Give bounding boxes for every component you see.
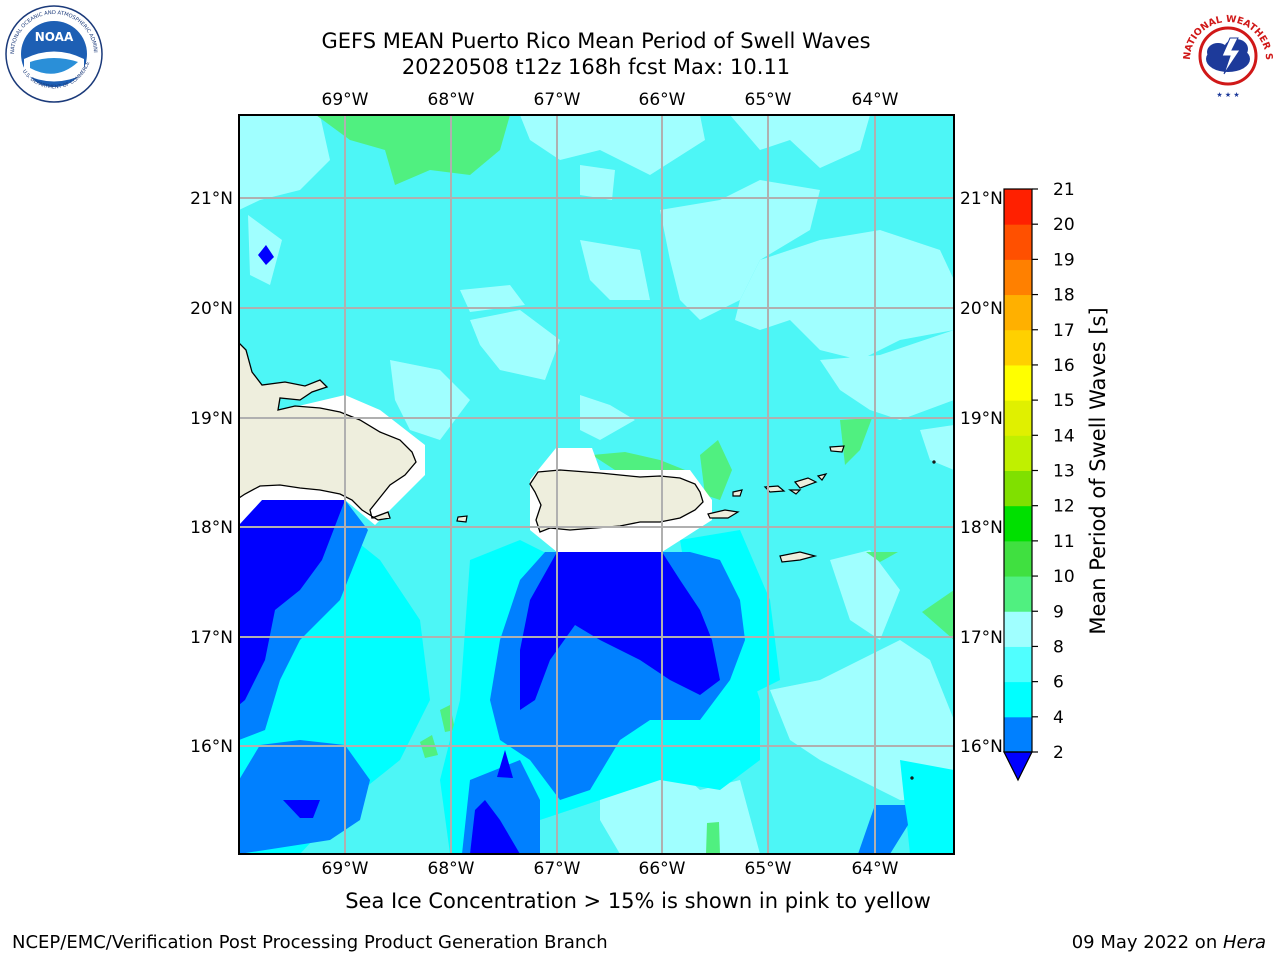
colorbar-tick-label: 14 [1053,426,1075,446]
colorbar-segment [1004,681,1032,718]
lon-label: 64°W [852,90,899,110]
colorbar: 2 4 6 8 9 10 11 12 13 14 15 16 17 18 19 20 21 [1003,180,1075,782]
colorbar-tick-label: 2 [1053,743,1064,763]
lat-label: 19°N [960,409,1003,429]
lat-label: 20°N [960,299,1003,319]
colorbar-segment [1004,716,1032,753]
colorbar-segment [1004,540,1032,577]
colorbar-tick-label: 13 [1053,462,1075,482]
colorbar-tick-label: 19 [1053,250,1075,270]
lat-label: 17°N [960,628,1003,648]
lat-label: 17°N [190,628,233,648]
colorbar-extend-min [1003,751,1033,782]
lat-label: 18°N [960,518,1003,538]
noaa-logo-text: NOAA [35,30,74,44]
noaa-logo: NOAA NATIONAL OCEANIC AND ATMOSPHERIC AD… [4,4,103,103]
land-puerto-rico [529,469,704,533]
lon-label: 65°W [745,859,792,879]
sea-ice-note: Sea Ice Concentration > 15% is shown in … [345,889,931,913]
colorbar-segment [1004,400,1032,436]
colorbar-segment [1004,505,1032,542]
colorbar-tick-label: 18 [1053,286,1075,306]
colorbar-segment [1004,189,1032,225]
colorbar-segment [1004,435,1032,471]
colorbar-segment [1004,646,1032,683]
colorbar-segment [1004,611,1032,647]
lon-label: 64°W [852,859,899,879]
lat-labels-right: 21°N 20°N 19°N 18°N 17°N 16°N [960,189,1003,757]
colorbar-tick-label: 17 [1053,321,1075,341]
colorbar-tick-label: 4 [1053,708,1064,728]
lat-label: 16°N [960,737,1003,757]
footer-credit: NCEP/EMC/Verification Post Processing Pr… [12,932,608,953]
footer-machine: Hera [1222,932,1266,953]
colorbar-tick-label: 9 [1053,602,1064,622]
map-frame [238,114,955,855]
lon-label: 66°W [639,90,686,110]
lat-label: 16°N [190,737,233,757]
lon-label: 67°W [534,859,581,879]
lon-label: 68°W [428,90,475,110]
chart-subtitle: 20220508 t12z 168h fcst Max: 10.11 [401,55,791,79]
contour-8-9 [239,115,954,854]
graticule [239,115,954,854]
colorbar-segment [1004,294,1032,331]
contour-2-4 [239,245,720,854]
lon-label: 69°W [322,90,369,110]
colorbar-label: Mean Period of Swell Waves [s] [1086,307,1110,634]
lon-label: 67°W [534,90,581,110]
colorbar-tick-label: 11 [1053,532,1075,552]
lon-labels-top: 69°W 68°W 67°W 66°W 65°W 64°W [322,90,899,110]
lat-label: 21°N [960,189,1003,209]
colorbar-tick-label: 10 [1053,567,1075,587]
lon-label: 66°W [639,859,686,879]
colorbar-segment [1004,259,1032,296]
colorbar-segment [1004,576,1032,612]
lon-label: 69°W [322,859,369,879]
lat-labels-left: 21°N 20°N 19°N 18°N 17°N 16°N [190,189,233,757]
colorbar-tick-label: 12 [1053,497,1075,517]
lat-label: 21°N [190,189,233,209]
colorbar-tick-label: 15 [1053,391,1075,411]
footer-date-text: 09 May 2022 on [1071,932,1223,953]
lon-labels-bottom: 69°W 68°W 67°W 66°W 65°W 64°W [322,859,899,879]
land-hispaniola [239,342,417,521]
colorbar-segment [1004,364,1032,401]
colorbar-tick-label: 8 [1053,637,1064,657]
colorbar-tick-label: 20 [1053,215,1075,235]
colorbar-tick-label: 21 [1053,180,1075,200]
lat-label: 18°N [190,518,233,538]
colorbar-segment [1004,470,1032,507]
map-area [239,115,954,854]
svg-text:★ ★ ★: ★ ★ ★ [1216,91,1239,99]
colorbar-tick-label: 16 [1053,356,1075,376]
colorbar-segment [1004,329,1032,366]
nws-logo: NATIONAL WEATHER SERVICE ★ ★ ★ [1178,4,1274,100]
colorbar-tick-label: 6 [1053,673,1064,693]
lat-label: 20°N [190,299,233,319]
chart-title: GEFS MEAN Puerto Rico Mean Period of Swe… [321,29,871,53]
small-islands [456,445,936,780]
lon-label: 65°W [745,90,792,110]
lon-label: 68°W [428,859,475,879]
colorbar-segment [1004,224,1032,260]
footer-date: 09 May 2022 on Hera [1072,932,1266,953]
lat-label: 19°N [190,409,233,429]
